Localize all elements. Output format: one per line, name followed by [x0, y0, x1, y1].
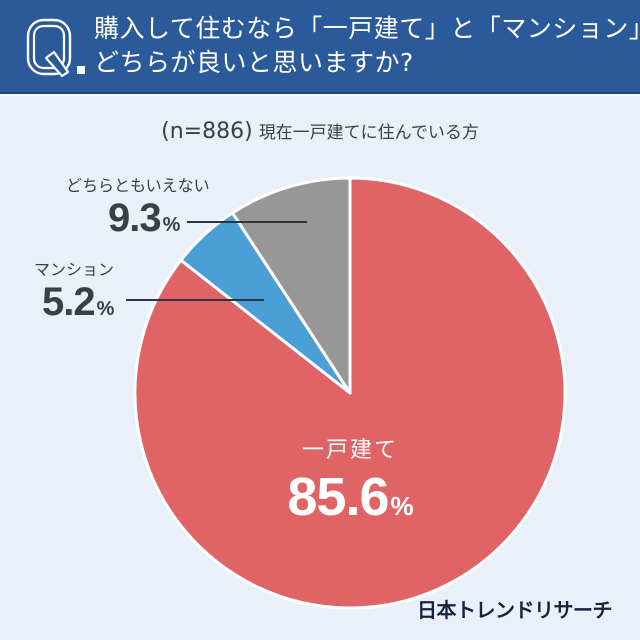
chart-subtitle: (n=886) 現在一戸建てに住んでいる方 [0, 118, 640, 144]
sample-size: (n=886) [161, 119, 253, 144]
label-condominium-value: 5.2% [42, 280, 115, 325]
value-number: 5.2 [42, 280, 96, 324]
value-unit: % [162, 214, 181, 236]
question-title: 購入して住むなら「一戸建て」と「マンション」 どちらが良いと思いますか? [94, 12, 640, 80]
brand-logo: 日本トレンドリサーチ [417, 598, 613, 622]
header-divider [0, 94, 640, 96]
pie-slice-detached-house [133, 176, 567, 610]
leader-line-condominium [126, 299, 264, 301]
label-neither-value: 9.3% [108, 196, 181, 241]
value-unit: % [390, 491, 413, 521]
label-neither-category: どちらともいえない [66, 176, 210, 195]
label-condominium-category: マンション [34, 260, 115, 279]
question-header: 購入して住むなら「一戸建て」と「マンション」 どちらが良いと思いますか? [0, 0, 640, 94]
question-title-line2: どちらが良いと思いますか? [94, 48, 414, 77]
question-title-line1: 購入して住むなら「一戸建て」と「マンション」 [94, 14, 640, 43]
leader-line-neither [187, 221, 307, 223]
q-letter-icon [26, 18, 85, 78]
label-detached-category: 一戸建て [301, 438, 398, 463]
label-detached-value: 85.6% [0, 466, 640, 528]
value-number: 9.3 [108, 196, 162, 240]
value-unit: % [96, 298, 115, 320]
pie-slice-neither [231, 176, 352, 395]
value-number: 85.6 [287, 467, 389, 527]
respondent-description: 現在一戸建てに住んでいる方 [258, 123, 479, 143]
